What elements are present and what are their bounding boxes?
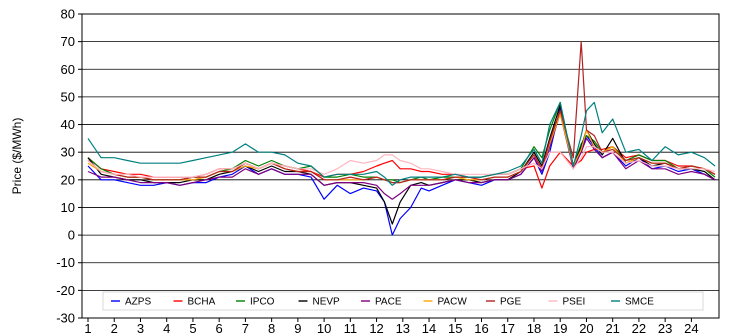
x-tick-label: 6 xyxy=(216,321,223,335)
y-tick-label: 70 xyxy=(61,34,75,49)
series-lines xyxy=(87,40,716,236)
legend-box xyxy=(102,291,704,311)
legend-label-pace: PACE xyxy=(375,297,402,308)
x-tick-label: 3 xyxy=(137,321,144,335)
legend-label-smce: SMCE xyxy=(625,297,654,308)
x-tick-label: 9 xyxy=(294,321,301,335)
x-tick-label: 23 xyxy=(658,321,672,335)
x-tick-label: 18 xyxy=(527,321,541,335)
y-tick-label: 50 xyxy=(61,89,75,104)
y-tick-label: 60 xyxy=(61,62,75,77)
y-tick-label: 20 xyxy=(61,172,75,187)
x-tick-label: 7 xyxy=(242,321,249,335)
series-line-nevp xyxy=(87,104,716,225)
y-tick-label: 10 xyxy=(61,200,75,215)
x-tick-label: 16 xyxy=(474,321,488,335)
x-tick-label: 8 xyxy=(268,321,275,335)
series-line-smce xyxy=(87,101,716,186)
y-axis-label: Price ($/MWh) xyxy=(10,118,24,195)
x-tick-label: 4 xyxy=(163,321,170,335)
series-line-ipco xyxy=(87,101,716,184)
x-tick-label: 13 xyxy=(396,321,410,335)
x-tick-label: 22 xyxy=(632,321,646,335)
series-line-psei xyxy=(87,146,716,178)
x-tick-label: 17 xyxy=(501,321,515,335)
x-tick-label: 19 xyxy=(553,321,567,335)
x-tick-label: 1 xyxy=(84,321,91,335)
x-axis-ticks: 1 2 3 4 5 6 7 8 9 10 11 12 13 14 15 16 17 18 19 20 21 22 23 24 xyxy=(84,318,699,335)
x-tick-label: 15 xyxy=(448,321,462,335)
legend-label-pge: PGE xyxy=(500,297,521,308)
y-tick-label: -30 xyxy=(56,311,75,326)
series-line-azps xyxy=(87,107,716,236)
legend-label-pacw: PACW xyxy=(438,297,468,308)
legend-label-psei: PSEI xyxy=(563,297,586,308)
x-tick-label: 20 xyxy=(579,321,593,335)
y-tick-label: 40 xyxy=(61,117,75,132)
y-tick-label: 0 xyxy=(68,228,75,243)
y-axis-ticks: -30 -20 -10 0 10 20 30 40 50 60 70 80 xyxy=(56,7,82,326)
y-tick-label: 30 xyxy=(61,145,75,160)
x-tick-label: 12 xyxy=(369,321,383,335)
y-tick-label: -20 xyxy=(56,283,75,298)
legend: AZPS BCHA IPCO NEVP PACE PACW PGE PSEI SMCE xyxy=(102,291,704,311)
x-tick-label: 2 xyxy=(111,321,118,335)
x-tick-label: 14 xyxy=(422,321,436,335)
legend-label-azps: AZPS xyxy=(125,297,151,308)
series-line-pace xyxy=(87,112,716,200)
y-tick-label: -10 xyxy=(56,255,75,270)
x-tick-label: 11 xyxy=(344,321,358,335)
x-tick-label: 24 xyxy=(684,321,698,335)
plot-frame xyxy=(81,13,720,319)
legend-label-ipco: IPCO xyxy=(250,297,275,308)
series-line-pacw xyxy=(87,112,716,184)
x-tick-label: 21 xyxy=(605,321,619,335)
y-tick-label: 80 xyxy=(61,7,75,22)
x-tick-label: 5 xyxy=(189,321,196,335)
legend-label-bcha: BCHA xyxy=(188,297,216,308)
legend-label-nevp: NEVP xyxy=(313,297,341,308)
x-tick-label: 10 xyxy=(317,321,331,335)
